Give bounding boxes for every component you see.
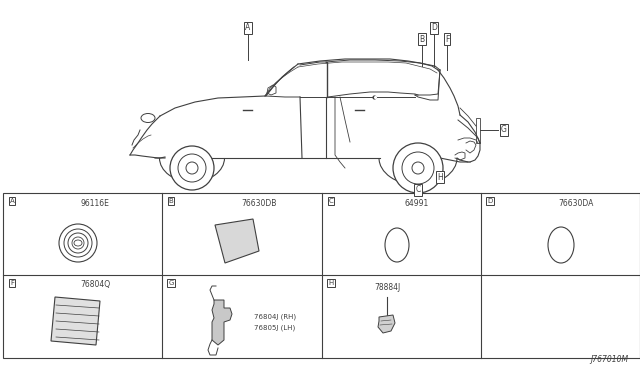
Text: 76630DA: 76630DA: [559, 199, 594, 208]
Text: G: G: [501, 125, 507, 135]
Circle shape: [402, 152, 434, 184]
Bar: [476, 118, 480, 143]
Text: 76630DB: 76630DB: [241, 199, 277, 208]
Text: C: C: [328, 198, 333, 204]
Text: A: A: [245, 23, 251, 32]
Text: C: C: [415, 186, 420, 195]
Text: J767010M: J767010M: [590, 355, 628, 364]
Text: D: D: [431, 23, 437, 32]
Text: 76804Q: 76804Q: [81, 280, 111, 289]
Ellipse shape: [385, 228, 409, 262]
Polygon shape: [212, 300, 232, 345]
Polygon shape: [215, 219, 259, 263]
Text: 96116E: 96116E: [81, 199, 109, 208]
Text: G: G: [168, 280, 173, 286]
Ellipse shape: [141, 113, 155, 122]
Circle shape: [59, 224, 97, 262]
Text: F: F: [10, 280, 14, 286]
Text: B: B: [168, 198, 173, 204]
Text: 78884J: 78884J: [374, 282, 400, 292]
Polygon shape: [51, 297, 100, 345]
Polygon shape: [267, 85, 276, 95]
Circle shape: [186, 162, 198, 174]
Text: A: A: [10, 198, 14, 204]
Circle shape: [64, 229, 92, 257]
Text: F: F: [445, 35, 449, 44]
Circle shape: [412, 162, 424, 174]
Ellipse shape: [74, 240, 82, 246]
Text: 76804J (RH): 76804J (RH): [254, 314, 296, 320]
Circle shape: [72, 237, 84, 249]
Text: 76805J (LH): 76805J (LH): [254, 325, 295, 331]
Circle shape: [393, 143, 443, 193]
Circle shape: [68, 233, 88, 253]
Text: B: B: [419, 35, 424, 44]
Text: H: H: [328, 280, 333, 286]
Circle shape: [178, 154, 206, 182]
Text: H: H: [437, 173, 443, 182]
Circle shape: [170, 146, 214, 190]
Polygon shape: [378, 315, 395, 333]
Ellipse shape: [548, 227, 574, 263]
Text: 64991: 64991: [404, 199, 429, 208]
Text: D: D: [488, 198, 493, 204]
Bar: [3, 193, 640, 358]
